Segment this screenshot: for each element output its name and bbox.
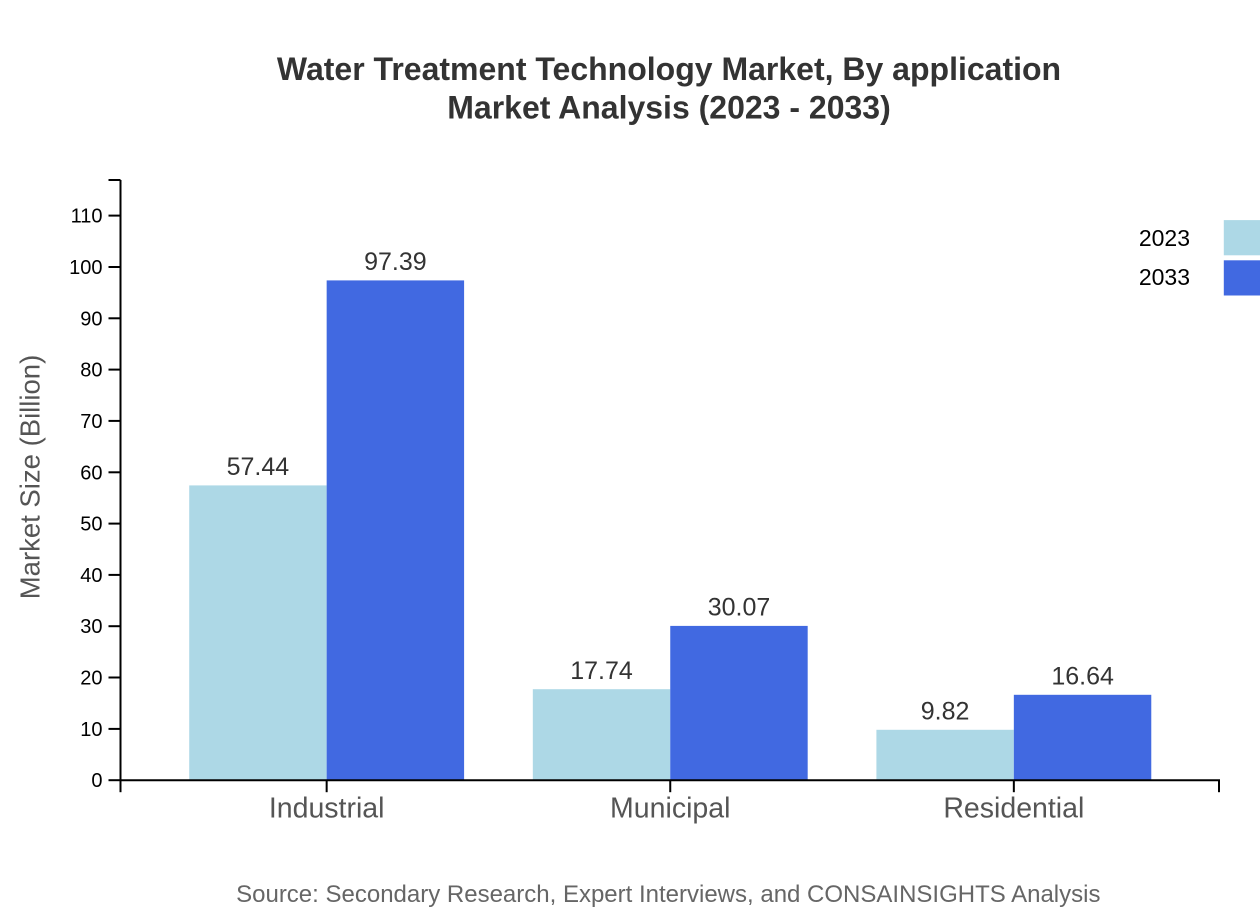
svg-text:Municipal: Municipal [610, 793, 730, 825]
svg-text:17.74: 17.74 [570, 657, 633, 685]
svg-text:2033: 2033 [1139, 264, 1190, 290]
svg-text:90: 90 [80, 308, 102, 330]
svg-text:Water Treatment Technology Mar: Water Treatment Technology Market, By ap… [277, 51, 1061, 87]
svg-text:30: 30 [80, 616, 102, 638]
svg-text:16.64: 16.64 [1051, 663, 1114, 691]
svg-text:Residential: Residential [943, 793, 1084, 825]
svg-text:Market Size (Billion): Market Size (Billion) [14, 355, 45, 600]
svg-text:60: 60 [80, 462, 102, 484]
svg-text:80: 80 [80, 360, 102, 382]
svg-text:100: 100 [69, 257, 102, 279]
svg-text:110: 110 [71, 206, 103, 228]
svg-text:50: 50 [80, 514, 102, 536]
svg-text:Industrial: Industrial [269, 793, 385, 825]
svg-text:9.82: 9.82 [921, 698, 970, 726]
svg-text:10: 10 [80, 719, 102, 741]
svg-text:97.39: 97.39 [364, 248, 427, 276]
svg-text:70: 70 [80, 411, 102, 433]
svg-text:2023: 2023 [1139, 225, 1190, 251]
svg-text:20: 20 [80, 668, 102, 690]
svg-text:Market Analysis (2023 - 2033): Market Analysis (2023 - 2033) [447, 90, 891, 126]
svg-text:57.44: 57.44 [227, 453, 290, 481]
svg-text:30.07: 30.07 [708, 594, 771, 622]
svg-text:0: 0 [91, 770, 102, 792]
svg-text:Source: Secondary Research, Ex: Source: Secondary Research, Expert Inter… [236, 881, 1100, 908]
svg-text:40: 40 [80, 565, 102, 587]
